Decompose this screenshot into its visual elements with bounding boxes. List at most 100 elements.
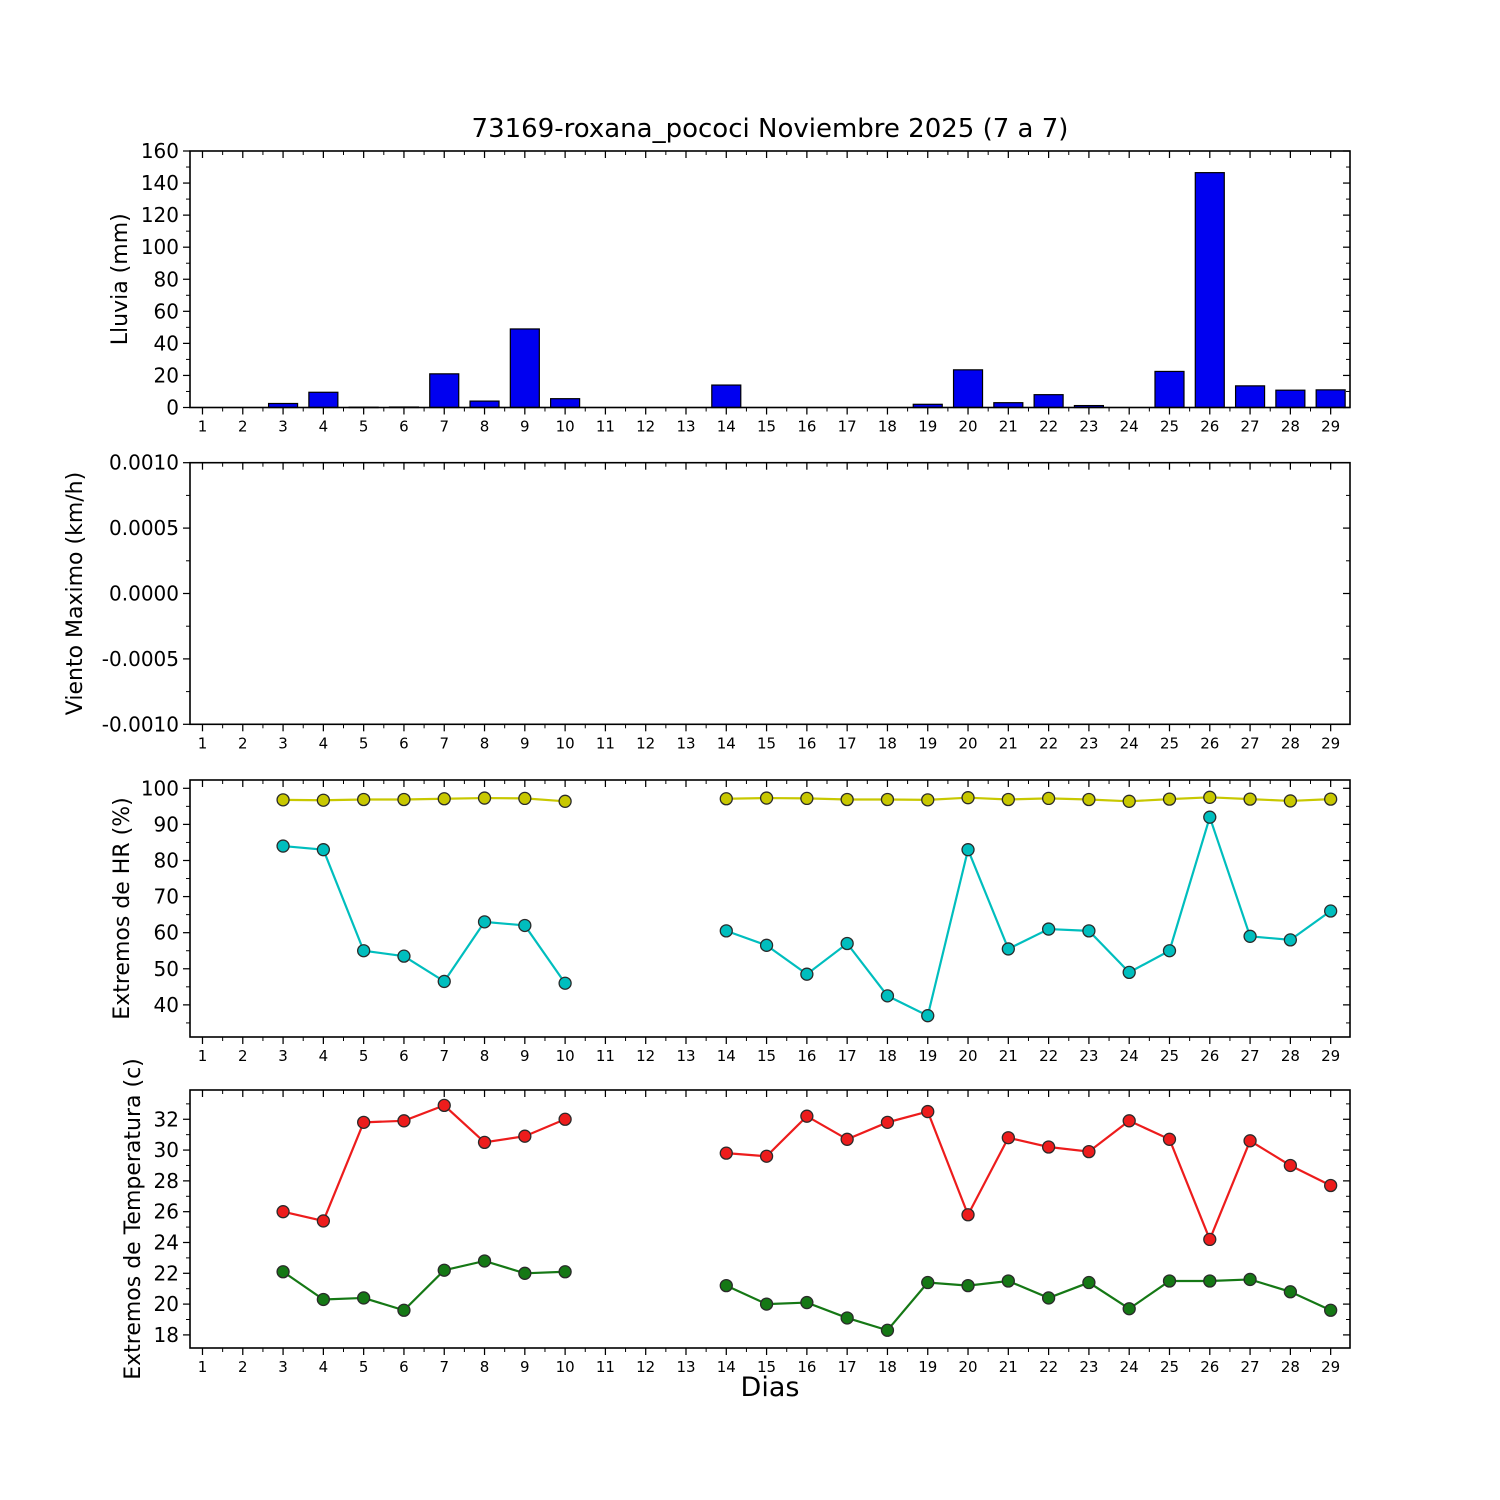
y-tick-label: 0.0005 (109, 516, 179, 540)
figure-title: 73169-roxana_pococi Noviembre 2025 (7 a … (471, 114, 1069, 144)
x-tick-label: 24 (1120, 1358, 1139, 1376)
y-axis-label: Viento Maximo (km/h) (63, 472, 88, 715)
x-tick-label: 20 (958, 734, 977, 752)
hr-min-point (1041, 922, 1056, 936)
temp-max-point (1243, 1134, 1257, 1148)
temp-max-point (1001, 1131, 1015, 1145)
y-tick-label: 50 (154, 957, 179, 981)
hr-min-point (1203, 810, 1217, 824)
hr-max-point (1041, 791, 1056, 806)
x-tick-label: 9 (520, 1358, 530, 1376)
temp-min-line (282, 1259, 566, 1312)
x-tick-label: 14 (717, 1358, 736, 1376)
temp-max-point (1283, 1158, 1298, 1173)
y-tick-label: -0.0010 (102, 712, 179, 736)
x-tick-label: 1 (198, 1047, 208, 1065)
temp-max-point (518, 1129, 532, 1143)
y-tick-label: 22 (154, 1261, 179, 1285)
lluvia-bar (1234, 385, 1266, 409)
x-tick-label: 6 (399, 734, 409, 752)
x-tick-label: 17 (838, 1047, 857, 1065)
y-tick-label: 0.0010 (109, 451, 179, 475)
temp-min-point (961, 1278, 975, 1293)
temp-min-point (840, 1311, 854, 1325)
x-tick-label: 16 (797, 1047, 816, 1065)
x-tick-label: 3 (278, 1358, 288, 1376)
temp-max-point (437, 1098, 451, 1113)
hr-max-point (316, 793, 331, 807)
temp-max-point (921, 1104, 935, 1119)
temp-min-point (1283, 1285, 1298, 1299)
temp-min-point (921, 1275, 935, 1290)
x-tick-label: 17 (838, 734, 857, 752)
x-tick-label: 29 (1321, 1047, 1340, 1065)
temperatura-chart: 1 2 3 4 5 6 7 8 9 10 11 12 13 14 15 16 17 18 19 20 21 22 23 24 2… (121, 1058, 1351, 1380)
temp-min-point (518, 1266, 532, 1280)
x-tick-label: 18 (878, 418, 897, 436)
hr-min-point (800, 967, 814, 981)
x-tick-label: 1 (198, 418, 208, 436)
lluvia-bar (429, 373, 460, 409)
x-tick-label: 18 (878, 734, 897, 752)
x-tick-label: 1 (198, 734, 208, 752)
y-tick-label: 160 (141, 139, 179, 163)
x-tick-label: 7 (439, 1358, 449, 1376)
x-tick-label: 21 (999, 418, 1018, 436)
lluvia-bar (1154, 370, 1185, 409)
x-tick-label: 26 (1200, 1047, 1219, 1065)
temp-min-point (1122, 1302, 1136, 1316)
x-tick-label: 28 (1281, 1358, 1300, 1376)
x-tick-label: 22 (1039, 1358, 1058, 1376)
x-tick-label: 16 (797, 418, 816, 436)
y-tick-label: 80 (154, 267, 179, 291)
x-tick-label: 9 (520, 1047, 530, 1065)
x-tick-label: 5 (359, 418, 369, 436)
x-tick-label: 4 (319, 1047, 329, 1065)
temp-max-point (1082, 1144, 1096, 1159)
temp-min-point (1162, 1274, 1177, 1288)
x-tick-label: 29 (1321, 418, 1340, 436)
x-tick-label: 19 (918, 1047, 937, 1065)
x-tick-label: 8 (480, 1358, 490, 1376)
x-tick-label: 17 (838, 1358, 857, 1376)
temp-min-point (880, 1323, 895, 1337)
temp-min-point (1203, 1274, 1217, 1288)
y-tick-label: 0.0000 (109, 582, 179, 606)
x-tick-label: 23 (1079, 1047, 1098, 1065)
axis-frame (189, 150, 1351, 409)
x-tick-label: 15 (757, 1047, 776, 1065)
hr-min-line (282, 844, 567, 984)
y-tick-label: 26 (154, 1200, 179, 1224)
x-tick-label: 21 (999, 734, 1018, 752)
x-tick-label: 4 (319, 734, 329, 752)
hr-min-point (921, 1009, 935, 1023)
axis-frame (189, 779, 1351, 1038)
hr-min-point (1001, 942, 1015, 956)
x-tick-label: 6 (399, 1047, 409, 1065)
temp-max-point (357, 1115, 371, 1129)
hr-max-point (397, 792, 411, 807)
x-tick-label: 7 (439, 734, 449, 752)
hr-max-point (840, 792, 854, 807)
temp-max-point (316, 1214, 331, 1228)
x-tick-label: 23 (1079, 734, 1098, 752)
hr-max-point (1001, 792, 1015, 807)
temp-max-point (961, 1208, 975, 1222)
lluvia-bar (469, 400, 500, 409)
temp-min-point (1243, 1272, 1257, 1287)
x-tick-label: 22 (1039, 1047, 1058, 1065)
hr-max-point (921, 793, 935, 807)
x-tick-label: 11 (596, 734, 615, 752)
y-tick-label: 60 (154, 299, 179, 323)
temp-max-point (840, 1132, 854, 1146)
y-axis-label: Lluvia (mm) (108, 213, 133, 345)
y-tick-label: 18 (154, 1323, 179, 1347)
x-tick-label: 26 (1200, 418, 1219, 436)
y-tick-label: 24 (154, 1230, 179, 1254)
x-tick-label: 5 (359, 1047, 369, 1065)
hr-min-point (477, 915, 492, 929)
x-tick-label: 22 (1039, 418, 1058, 436)
x-tick-label: 28 (1281, 734, 1300, 752)
